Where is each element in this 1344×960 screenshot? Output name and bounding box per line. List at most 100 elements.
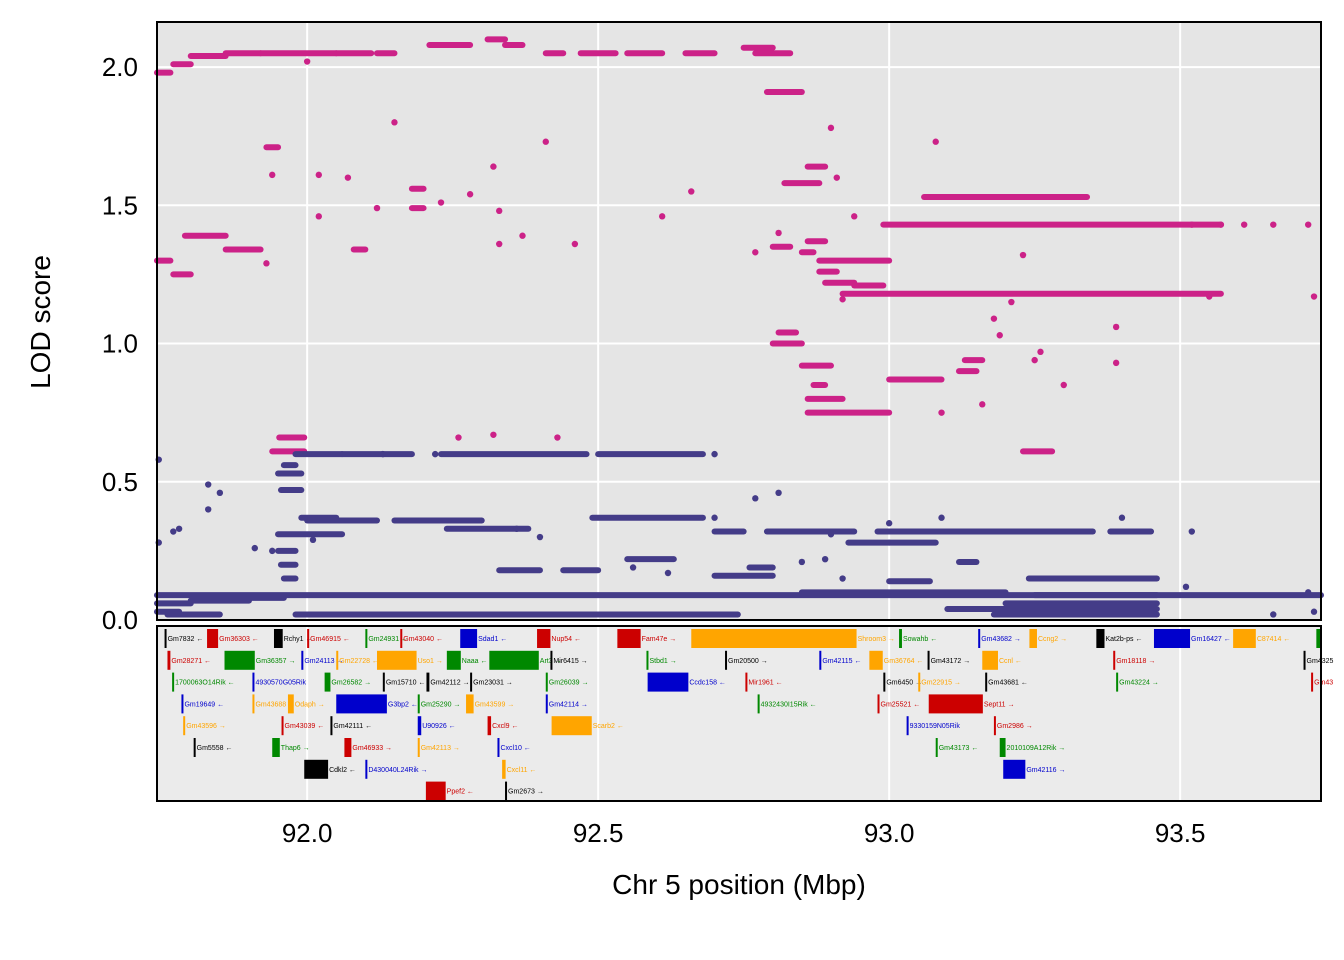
data-point xyxy=(455,434,462,441)
gene-label: Gm42115 ← xyxy=(822,658,861,665)
gene: Stbd1 → xyxy=(646,650,677,670)
data-point xyxy=(1182,583,1190,591)
data-point xyxy=(542,138,549,145)
gene-label: Gm24931 ← xyxy=(368,636,408,643)
data-point xyxy=(496,240,503,248)
gene: C87414 ← xyxy=(1233,629,1290,648)
gene-label: Gm25290 → xyxy=(421,701,461,708)
gene: Gm26582 → xyxy=(324,672,371,692)
gene-box xyxy=(745,672,748,692)
data-point xyxy=(1270,611,1277,618)
data-point xyxy=(938,409,945,416)
data-point xyxy=(1240,221,1248,228)
data-point xyxy=(1037,348,1044,356)
gene-box xyxy=(1153,629,1191,648)
data-point xyxy=(1188,528,1195,535)
gene-label: Uso1 → xyxy=(418,658,443,665)
gene: Gm42115 ← xyxy=(819,650,861,670)
gene-label: Sowahb ← xyxy=(903,636,937,643)
gene-label: 1700063O14Rik ← xyxy=(175,680,235,687)
data-point xyxy=(664,569,672,577)
gene: Gm42111 ← xyxy=(330,716,372,736)
gene-box xyxy=(647,672,689,692)
gene-label: Mir6415 → xyxy=(553,658,587,665)
gene-label: U90926 ← xyxy=(422,723,455,730)
gene: Shroom3 → xyxy=(691,629,895,648)
gene-box xyxy=(376,650,417,670)
gene-label: Scarb2 ← xyxy=(593,723,624,730)
gene-label: Gm19649 ← xyxy=(184,701,224,708)
data-point xyxy=(1304,221,1312,228)
gene: Gm46933 → xyxy=(344,738,392,757)
gene-box xyxy=(928,694,983,714)
data-point xyxy=(431,450,439,458)
gene-label: Ccdc158 ← xyxy=(689,680,726,687)
gene-label: Gm43681 ← xyxy=(988,680,1028,687)
gene-label: Gm43039 ← xyxy=(285,723,325,730)
data-point xyxy=(490,431,497,438)
data-point xyxy=(175,525,183,532)
gene-box xyxy=(545,672,548,692)
data-point xyxy=(839,296,846,303)
data-point xyxy=(658,213,666,220)
gene-box xyxy=(869,650,883,670)
gene-box xyxy=(304,759,329,779)
gene-label: Gm5558 ← xyxy=(197,745,233,752)
gene-box xyxy=(336,650,339,670)
gene-label: Gm26039 → xyxy=(549,680,589,687)
gene-label: Gm36303 ← xyxy=(219,636,259,643)
gene-label: Naaa ← xyxy=(462,658,488,665)
gene-box xyxy=(273,629,283,648)
gene: Nup54 ← xyxy=(537,629,581,648)
data-point xyxy=(1147,608,1155,615)
gene-label: Cdkl2 ← xyxy=(329,767,356,774)
gene: Gm42112 → xyxy=(426,672,470,692)
x-axis-ticks: 92.0 92.5 93.0 93.5 xyxy=(282,818,1206,848)
x-tick-label: 93.5 xyxy=(1155,818,1206,848)
data-point xyxy=(688,188,695,195)
gene-label: Odaph → xyxy=(295,701,325,708)
data-point xyxy=(379,450,387,458)
gene: Gm16427 ← xyxy=(1153,629,1231,648)
gene: Gm2986 → xyxy=(993,716,1033,736)
data-point xyxy=(1206,293,1213,300)
gene-box xyxy=(1096,629,1105,648)
gene-box xyxy=(883,672,886,692)
gene: Gm36357 → xyxy=(224,650,295,670)
data-point xyxy=(711,450,718,458)
x-axis-title: Chr 5 position (Mbp) xyxy=(612,869,866,900)
gene-label: Gm16427 ← xyxy=(1191,636,1231,643)
gene-box xyxy=(470,672,473,692)
gene: 9330159N05Rik xyxy=(906,716,960,736)
gene-box xyxy=(425,781,446,801)
gene-box xyxy=(417,694,420,714)
gene: Gm43599 → xyxy=(466,694,514,714)
gene-box xyxy=(252,672,255,692)
gene: Fam47e → xyxy=(617,629,676,648)
y-axis-title: LOD score xyxy=(25,255,56,389)
data-point xyxy=(269,547,276,555)
y-tick-label: 0.5 xyxy=(102,467,138,497)
data-point xyxy=(851,213,858,220)
gene-box xyxy=(1311,672,1314,692)
gene-box xyxy=(207,629,219,648)
data-point xyxy=(437,199,445,206)
gene: Scarb2 ← xyxy=(551,716,624,736)
gene-box xyxy=(365,629,368,648)
gene xyxy=(1316,629,1321,648)
gene-box xyxy=(344,738,352,757)
gene: Gm43172 → xyxy=(927,650,970,670)
gene: Gm46915 ← xyxy=(307,629,350,648)
gene-box xyxy=(489,650,539,670)
plot-panel-border xyxy=(156,21,1322,621)
gene-label: Shroom3 → xyxy=(858,636,895,643)
data-point xyxy=(798,558,806,566)
data-point xyxy=(996,332,1003,339)
gene-box xyxy=(877,694,880,714)
gene: Gm36764 ← xyxy=(869,650,923,670)
gene-box xyxy=(906,716,909,736)
gene-box xyxy=(505,781,508,801)
gene-label: Gm26582 → xyxy=(331,680,371,687)
gene: D430040L24Rik → xyxy=(365,759,428,779)
gene-box xyxy=(426,672,430,692)
